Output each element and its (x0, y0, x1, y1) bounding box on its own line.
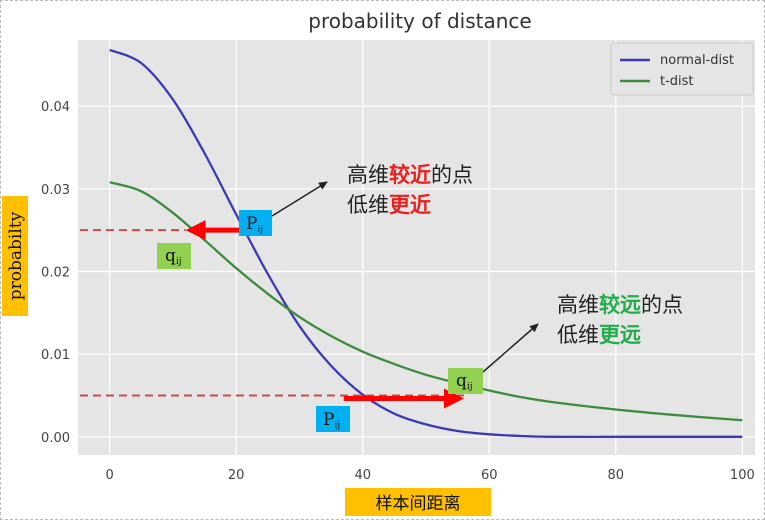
near-line1-highlight: 较近 (389, 163, 431, 187)
y-tick-label-0: 0.00 (41, 431, 70, 446)
x-tick-label-80: 80 (608, 468, 625, 483)
far-line1-c: 的点 (641, 293, 683, 317)
near-pointer-arrow (271, 181, 328, 217)
chart-title: probability of distance (308, 9, 531, 33)
near-line1-c: 的点 (431, 163, 473, 187)
annotation-far-text: 高维较远的点 低维更远 (557, 293, 683, 347)
x-tick-label-20: 20 (228, 468, 245, 483)
far-line2-a: 低维 (557, 323, 599, 347)
x-tick-label-60: 60 (481, 468, 498, 483)
y-axis-label-text: probabilty (6, 211, 26, 300)
near-line1-a: 高维 (347, 163, 389, 187)
svg-text:高维较近的点: 高维较近的点 (347, 163, 473, 187)
y-tick-label-3: 0.03 (41, 183, 70, 198)
svg-text:qij: qij (165, 246, 182, 267)
far-line1-a: 高维 (557, 293, 599, 317)
legend-label-t-dist: t-dist (660, 74, 694, 89)
svg-text:qij: qij (456, 371, 473, 392)
x-axis-label-text: 样本间距离 (376, 494, 461, 514)
x-tick-label-40: 40 (354, 468, 371, 483)
tick-labels: 0 20 40 60 80 100 0.00 0.01 0.02 0.03 0.04 (41, 100, 755, 483)
legend-label-normal-dist: normal-dist (660, 53, 734, 68)
svg-text:Pij: Pij (323, 410, 340, 431)
svg-text:Pij: Pij (246, 214, 263, 235)
y-tick-label-1: 0.01 (41, 348, 70, 363)
near-red-arrow-head (185, 220, 206, 241)
svg-text:低维更近: 低维更近 (347, 193, 431, 217)
far-pointer-arrow (482, 323, 539, 373)
badge-q-far: qij (448, 368, 483, 394)
y-tick-label-4: 0.04 (41, 100, 70, 115)
y-tick-label-2: 0.02 (41, 265, 70, 280)
annotation-near-text: 高维较近的点 低维更近 (347, 163, 473, 217)
near-line2-a: 低维 (347, 193, 389, 217)
series-line-normal-dist (109, 48, 743, 439)
x-tick-label-0: 0 (105, 468, 113, 483)
x-axis-label: 样本间距离 (345, 488, 491, 516)
legend: normal-dist t-dist (610, 42, 754, 96)
badge-p-near: Pij (239, 210, 272, 236)
far-line1-highlight: 较远 (599, 293, 641, 317)
y-axis-label: probabilty (2, 196, 28, 316)
x-tick-label-100: 100 (730, 468, 755, 483)
near-line2-highlight: 更近 (389, 193, 431, 217)
svg-text:高维较远的点: 高维较远的点 (557, 293, 683, 317)
badge-q-near: qij (157, 243, 191, 269)
far-line2-highlight: 更远 (599, 323, 641, 347)
svg-text:低维更远: 低维更远 (557, 323, 641, 347)
badge-p-far: Pij (316, 406, 350, 432)
